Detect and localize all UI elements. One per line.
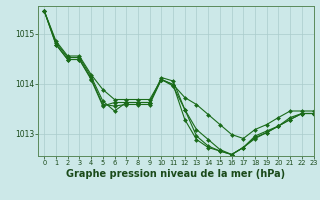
X-axis label: Graphe pression niveau de la mer (hPa): Graphe pression niveau de la mer (hPa) [67,169,285,179]
